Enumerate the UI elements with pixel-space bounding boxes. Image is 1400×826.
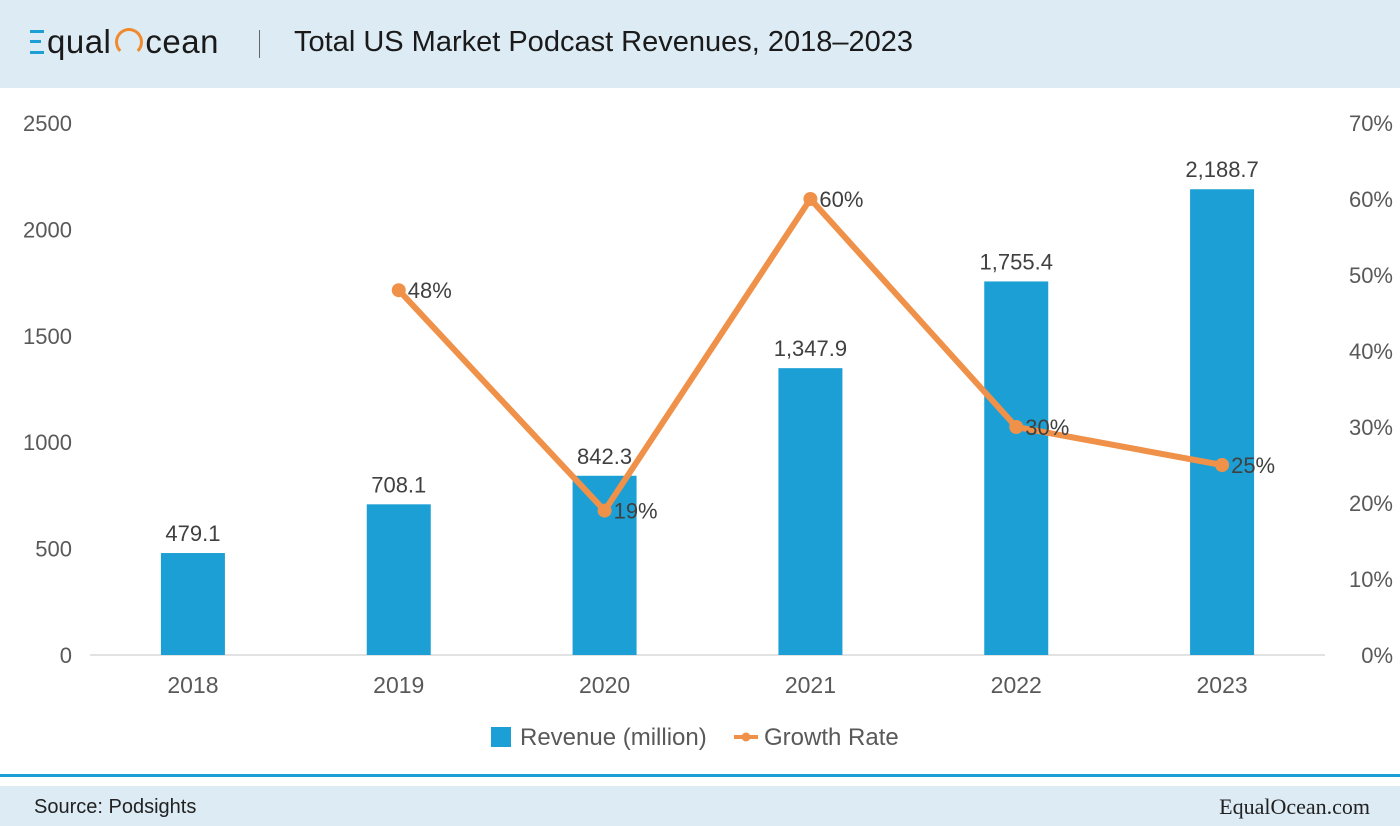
- legend-growth-label: Growth Rate: [764, 724, 899, 751]
- y-left-tick-label: 2500: [23, 111, 72, 136]
- revenue-bar: [160, 553, 225, 655]
- x-tick-label: 2021: [785, 672, 836, 698]
- revenue-bar: [984, 281, 1049, 655]
- growth-rate-data-label: 19%: [614, 499, 658, 524]
- revenue-data-label: 842.3: [577, 444, 632, 469]
- x-tick-label: 2019: [373, 672, 424, 698]
- y-right-tick-label: 20%: [1349, 491, 1393, 516]
- y-right-tick-label: 0%: [1361, 643, 1393, 668]
- growth-rate-data-label: 30%: [1025, 415, 1069, 440]
- revenue-data-label: 2,188.7: [1185, 157, 1258, 182]
- logo-text-part2: cean: [145, 23, 219, 60]
- growth-rate-point: [1009, 420, 1024, 434]
- growth-rate-point: [391, 283, 406, 298]
- y-right-tick-label: 40%: [1349, 339, 1393, 364]
- revenue-data-label: 708.1: [371, 472, 426, 497]
- x-tick-label: 2023: [1196, 672, 1247, 698]
- legend-growth-marker: [741, 732, 751, 742]
- revenue-bar: [366, 504, 431, 655]
- y-right-tick-label: 10%: [1349, 567, 1393, 592]
- y-left-tick-label: 0: [60, 643, 72, 668]
- brand-url: EqualOcean.com: [1219, 794, 1370, 819]
- revenue-bar: [1190, 189, 1255, 655]
- logo-ring-icon: [115, 28, 144, 56]
- logo-e-mark-icon: [30, 29, 44, 55]
- footer-accent-line: [0, 774, 1400, 777]
- y-left-tick-label: 2000: [23, 217, 72, 242]
- x-tick-label: 2018: [167, 672, 218, 698]
- legend-revenue-label: Revenue (million): [520, 724, 707, 751]
- x-tick-label: 2022: [991, 672, 1042, 698]
- chart-title: Total US Market Podcast Revenues, 2018–2…: [294, 26, 914, 58]
- growth-rate-data-label: 25%: [1231, 453, 1275, 478]
- logo-text-part1: qual: [47, 23, 112, 60]
- footer-bar: Source: Podsights EqualOcean.com: [0, 786, 1400, 826]
- y-right-tick-label: 50%: [1349, 263, 1393, 288]
- header-divider: [259, 30, 260, 58]
- revenue-data-label: 1,755.4: [980, 249, 1053, 274]
- growth-rate-point: [803, 192, 818, 206]
- legend-revenue-swatch: [491, 727, 511, 747]
- revenue-bar: [778, 368, 843, 655]
- x-tick-label: 2020: [579, 672, 630, 698]
- y-left-tick-label: 1000: [23, 430, 72, 455]
- y-right-tick-label: 70%: [1349, 111, 1393, 136]
- revenue-data-label: 1,347.9: [774, 336, 847, 361]
- revenue-data-label: 479.1: [165, 521, 220, 546]
- growth-rate-data-label: 60%: [819, 187, 863, 212]
- y-left-tick-label: 1500: [23, 324, 72, 349]
- y-right-tick-label: 60%: [1349, 187, 1393, 212]
- chart-canvas: 0 500 1000 1500 2000 2500 0% 10% 20% 30% 40% 50% 60%…: [23, 111, 1393, 751]
- equalocean-logo: qual cean: [30, 22, 219, 62]
- y-right-tick-label: 30%: [1349, 415, 1393, 440]
- y-left-tick-label: 500: [35, 537, 72, 562]
- header-bar: qual cean Total US Market Podcast Revenue…: [0, 0, 1400, 88]
- growth-rate-point: [597, 503, 612, 518]
- growth-rate-point: [1215, 458, 1230, 472]
- growth-rate-data-label: 48%: [408, 278, 452, 303]
- source-note: Source: Podsights: [34, 796, 197, 818]
